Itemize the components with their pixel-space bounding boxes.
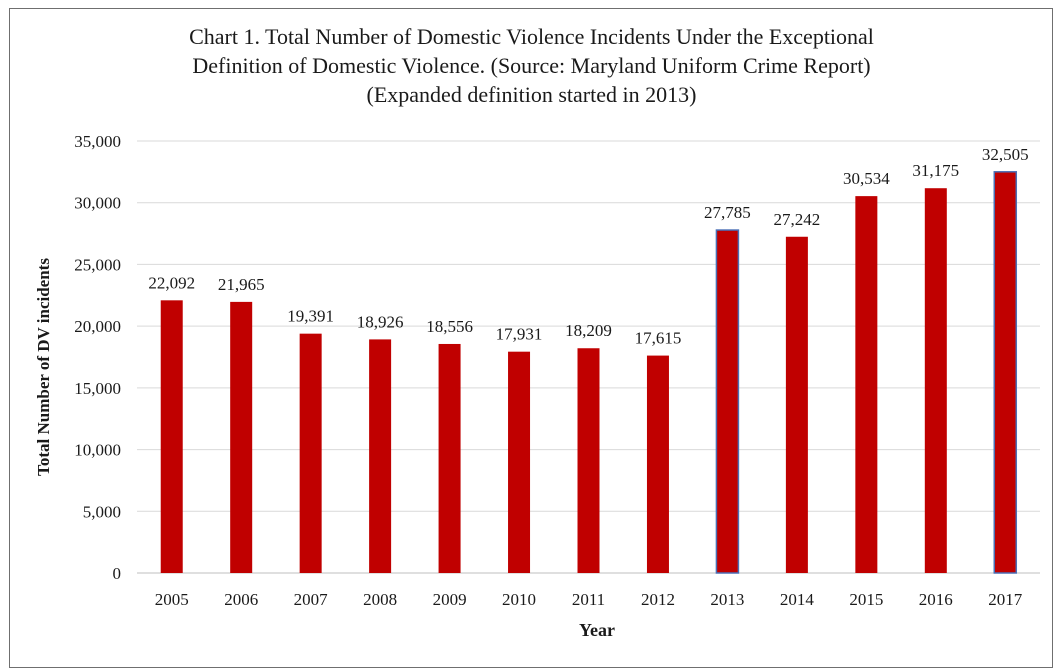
- bar-2014: [785, 236, 808, 573]
- x-axis-tick-labels: 2005 2006 2007 2008 2009 2010 2011 2012 2013 2014…: [155, 590, 1023, 609]
- y-axis-label: Total Number of DV incidents: [34, 258, 53, 476]
- data-label-2017: 32,505: [982, 145, 1029, 164]
- data-label-2011: 18,209: [565, 321, 612, 340]
- y-tick-label: 20,000: [74, 317, 121, 336]
- bars: [160, 171, 1018, 574]
- data-label-2012: 17,615: [635, 329, 682, 348]
- data-label-2014: 27,242: [774, 210, 821, 229]
- chart-title-line-1: Chart 1. Total Number of Domestic Violen…: [189, 24, 874, 49]
- x-tick-label-2010: 2010: [502, 590, 536, 609]
- x-tick-label-2016: 2016: [919, 590, 953, 609]
- y-tick-label: 0: [113, 564, 122, 583]
- x-axis-label: Year: [579, 620, 615, 640]
- bar-2008: [369, 339, 392, 573]
- chart-title-line-3: (Expanded definition started in 2013): [366, 82, 697, 107]
- data-label-2009: 18,556: [426, 317, 473, 336]
- y-axis-tick-labels: 0 5,000 10,000 15,000 20,000 25,000 30,000 35,0…: [74, 132, 121, 583]
- y-tick-label: 15,000: [74, 379, 121, 398]
- x-tick-label-2014: 2014: [780, 590, 815, 609]
- y-tick-label: 30,000: [74, 194, 121, 213]
- bar-2013: [715, 229, 740, 574]
- data-label-2016: 31,175: [912, 161, 959, 180]
- bar-2012: [646, 355, 669, 573]
- y-tick-label: 10,000: [74, 441, 121, 460]
- bar-2009: [438, 343, 461, 573]
- y-tick-label: 35,000: [74, 132, 121, 151]
- x-tick-label-2007: 2007: [294, 590, 329, 609]
- x-tick-label-2015: 2015: [849, 590, 883, 609]
- data-label-2015: 30,534: [843, 169, 890, 188]
- data-label-2006: 21,965: [218, 275, 265, 294]
- bar-2011: [577, 348, 600, 573]
- x-tick-label-2009: 2009: [433, 590, 467, 609]
- bar-2010: [508, 351, 531, 573]
- x-tick-label-2006: 2006: [224, 590, 258, 609]
- chart-title: Chart 1. Total Number of Domestic Violen…: [0, 22, 1063, 109]
- x-tick-label-2008: 2008: [363, 590, 397, 609]
- data-label-2010: 17,931: [496, 325, 543, 344]
- x-tick-label-2013: 2013: [710, 590, 744, 609]
- data-labels: 22,092 21,965 19,391 18,926 18,556 17,931 18,2…: [148, 145, 1028, 348]
- chart-title-line-2: Definition of Domestic Violence. (Source…: [192, 53, 871, 78]
- bar-2017: [993, 171, 1018, 574]
- bar-2016: [924, 188, 947, 573]
- data-label-2005: 22,092: [148, 273, 195, 292]
- bar-2015: [855, 196, 878, 573]
- x-tick-label-2012: 2012: [641, 590, 675, 609]
- x-tick-label-2017: 2017: [988, 590, 1023, 609]
- x-tick-label-2005: 2005: [155, 590, 189, 609]
- data-label-2007: 19,391: [287, 307, 334, 326]
- x-tick-label-2011: 2011: [572, 590, 605, 609]
- data-label-2008: 18,926: [357, 312, 404, 331]
- bar-2006: [230, 301, 253, 573]
- y-tick-label: 5,000: [83, 502, 121, 521]
- y-tick-label: 25,000: [74, 255, 121, 274]
- chart-frame: [9, 8, 1053, 668]
- bar-2005: [160, 300, 183, 573]
- bar-2007: [299, 333, 322, 573]
- data-label-2013: 27,785: [704, 203, 751, 222]
